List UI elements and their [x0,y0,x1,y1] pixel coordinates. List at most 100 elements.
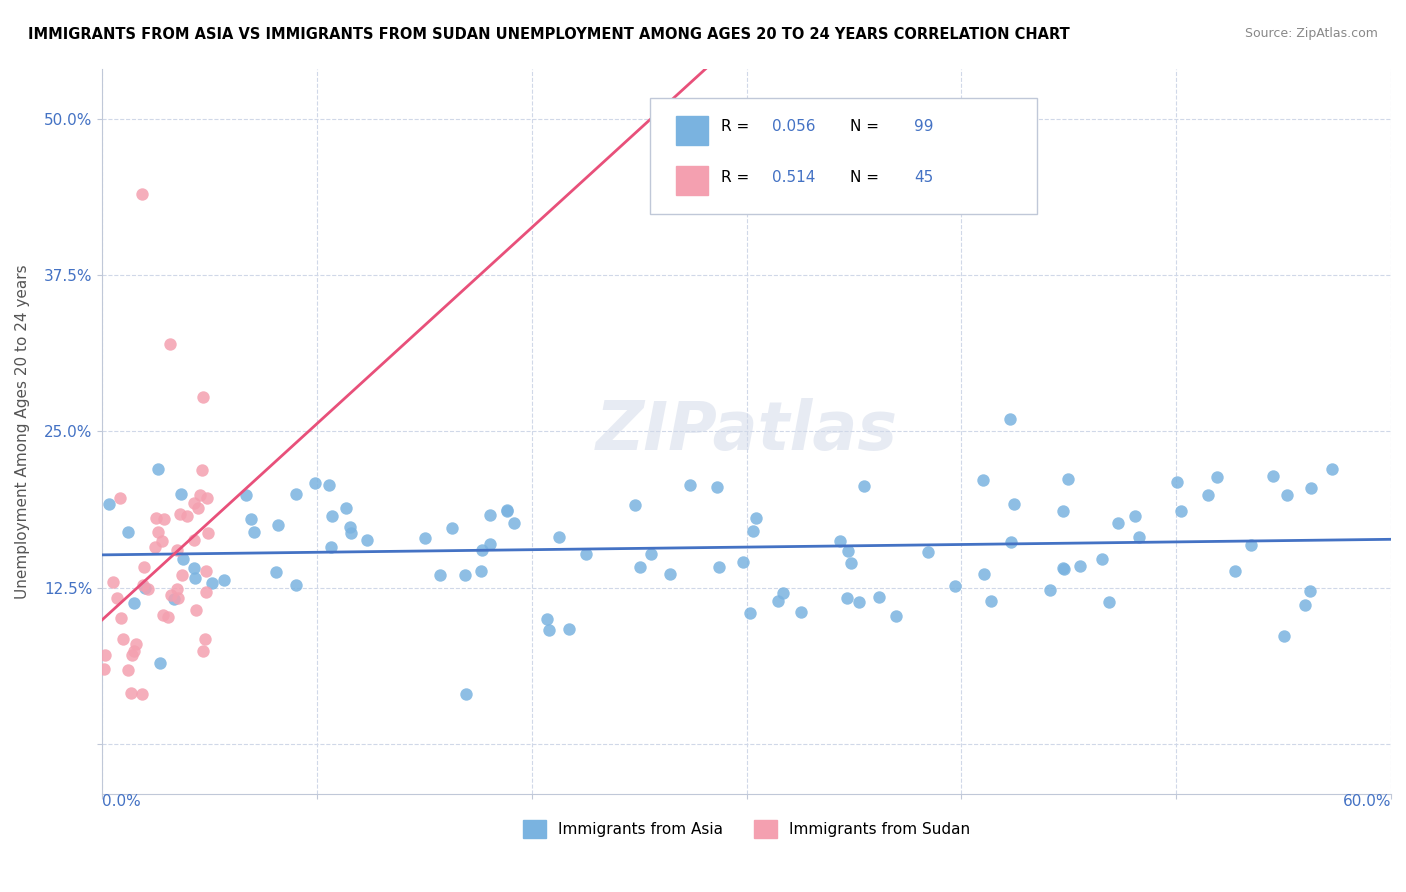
Point [145,510,167,524]
Point [212,573,235,587]
Text: 99: 99 [914,119,934,134]
FancyBboxPatch shape [650,97,1036,213]
Point [868,591,890,605]
Point [640,547,662,561]
Bar [676,167,707,195]
Point [1294,598,1316,612]
Point [93,648,115,662]
Point [169,507,191,521]
Point [839,557,862,571]
Point [470,565,492,579]
Point [1197,488,1219,502]
Point [125,637,148,651]
Point [456,687,478,701]
Point [835,591,858,606]
Point [335,501,357,516]
Text: 0.056: 0.056 [772,119,815,134]
Point [112,632,135,646]
Point [848,594,870,608]
Point [886,608,908,623]
Point [768,593,790,607]
Point [479,508,502,523]
Point [117,524,139,539]
Point [1057,471,1080,485]
Point [191,644,214,658]
Point [131,687,153,701]
Text: N =: N = [849,119,879,134]
Point [110,491,132,506]
Point [1053,562,1076,576]
Point [1039,582,1062,597]
Point [1000,535,1022,549]
Point [150,533,173,548]
Point [191,390,214,404]
Point [194,564,217,578]
Point [160,588,183,602]
Point [264,566,287,580]
Text: 0.0%: 0.0% [103,794,141,809]
Point [183,496,205,510]
Point [441,521,464,535]
Point [201,576,224,591]
Point [136,582,159,596]
Text: 0.514: 0.514 [772,169,815,185]
Point [176,508,198,523]
Point [943,579,966,593]
Text: 60.0%: 60.0% [1343,794,1391,809]
Point [1206,470,1229,484]
Point [190,488,212,502]
Point [1275,487,1298,501]
Point [184,571,207,585]
Point [98,497,121,511]
Point [143,540,166,554]
Legend: Immigrants from Asia, Immigrants from Sudan: Immigrants from Asia, Immigrants from Su… [517,814,976,845]
Point [973,566,995,581]
Point [195,491,218,505]
Point [134,560,156,574]
Point [110,611,132,625]
Point [790,605,813,619]
Point [1002,497,1025,511]
Point [170,568,193,582]
Point [356,533,378,547]
Point [1223,565,1246,579]
Point [679,477,702,491]
Point [93,662,115,676]
Point [628,560,651,574]
Point [742,524,765,538]
Point [478,536,501,550]
Bar [676,116,707,145]
Point [537,623,560,637]
Point [163,591,186,606]
Point [837,544,859,558]
Point [183,561,205,575]
Point [1261,468,1284,483]
Point [131,186,153,201]
Point [1240,538,1263,552]
Point [558,622,581,636]
Point [496,502,519,516]
Point [536,612,558,626]
Point [1052,560,1074,574]
Text: R =: R = [721,169,754,185]
Point [166,582,188,596]
Text: R =: R = [721,119,754,134]
Point [980,594,1002,608]
Point [120,686,142,700]
Point [149,657,172,671]
Point [1107,516,1129,530]
Point [148,462,170,476]
Point [240,512,263,526]
Point [153,512,176,526]
Point [122,644,145,658]
Y-axis label: Unemployment Among Ages 20 to 24 years: Unemployment Among Ages 20 to 24 years [15,264,30,599]
Point [575,547,598,561]
Point [183,533,205,547]
Point [413,531,436,545]
Point [191,463,214,477]
Point [321,509,343,524]
Point [235,488,257,502]
Point [503,516,526,530]
Point [972,473,994,487]
Point [243,525,266,540]
